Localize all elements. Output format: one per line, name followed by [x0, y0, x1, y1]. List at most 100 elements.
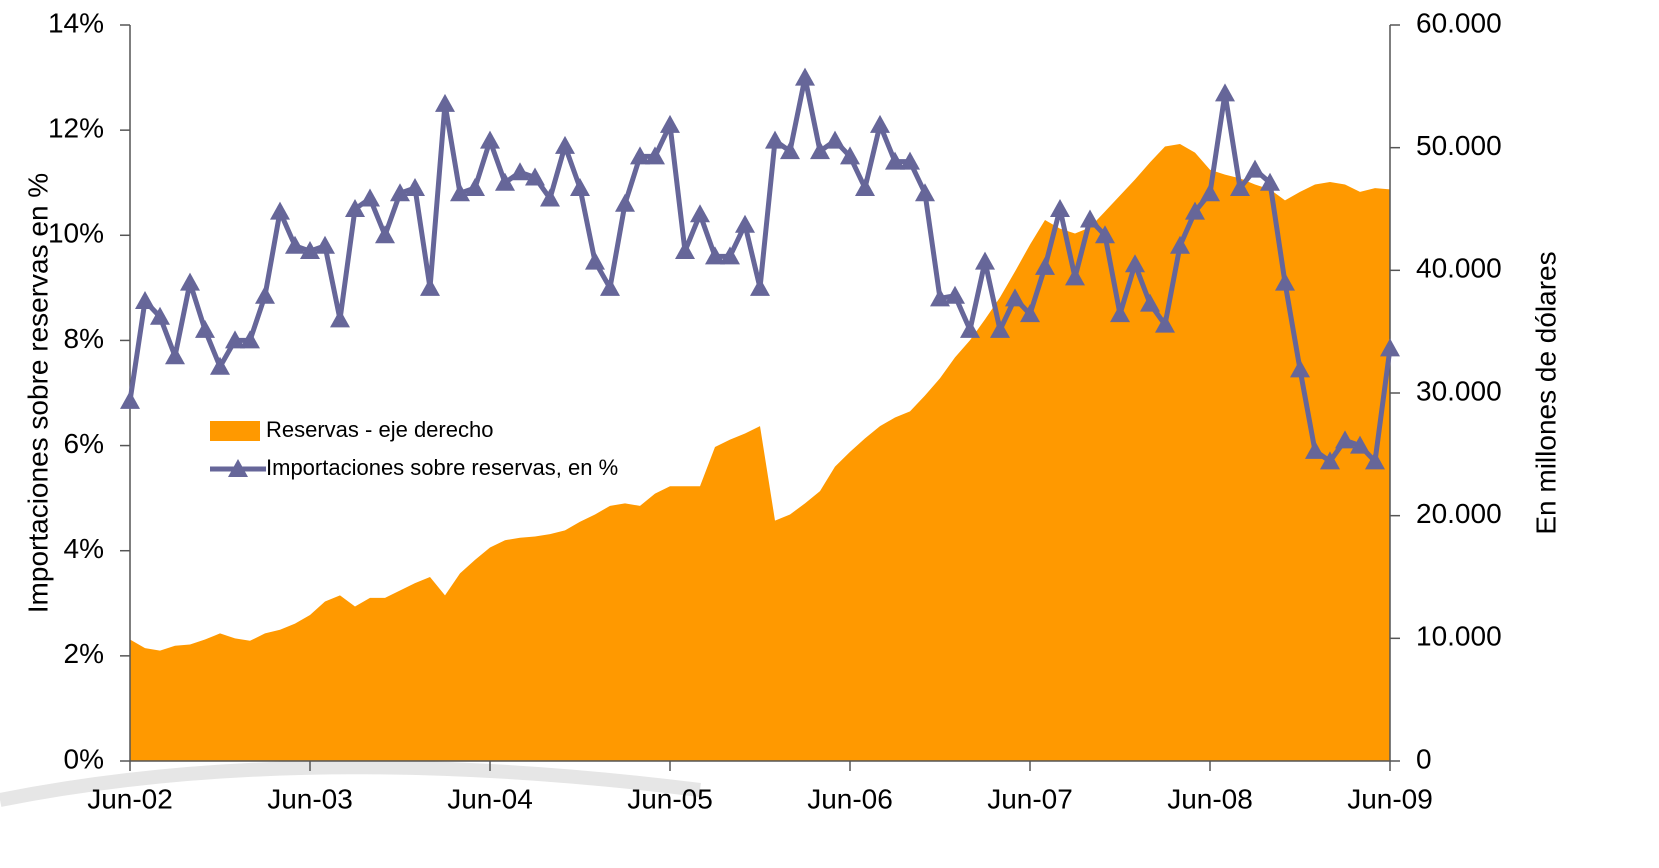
- marker: [450, 183, 470, 202]
- y-tick-label: 14%: [48, 7, 104, 38]
- y2-tick-label: 40.000: [1416, 253, 1502, 284]
- marker: [1095, 225, 1115, 244]
- marker: [525, 167, 545, 186]
- marker: [540, 188, 560, 207]
- marker: [1365, 451, 1385, 470]
- y-tick-label: 2%: [64, 638, 104, 669]
- marker: [360, 188, 380, 207]
- marker: [585, 251, 605, 270]
- marker: [120, 390, 140, 409]
- marker: [405, 177, 425, 196]
- marker: [1335, 430, 1355, 449]
- legend-swatch: [210, 421, 260, 441]
- marker: [990, 319, 1010, 338]
- marker: [1350, 435, 1370, 454]
- marker: [345, 199, 365, 217]
- marker: [1125, 254, 1145, 273]
- x-tick-label: Jun-03: [267, 783, 353, 814]
- marker: [705, 246, 725, 265]
- y-axis-label: Importaciones sobre reservas en %: [22, 173, 53, 613]
- area: [130, 143, 1390, 761]
- marker: [240, 330, 260, 349]
- y-tick-label: 8%: [64, 323, 104, 354]
- marker: [885, 151, 905, 170]
- marker: [1305, 440, 1325, 459]
- marker: [675, 241, 695, 260]
- marker: [375, 225, 395, 244]
- x-tick-label: Jun-08: [1167, 783, 1253, 814]
- y2-tick-label: 20.000: [1416, 498, 1502, 529]
- x-tick-label: Jun-05: [627, 783, 713, 814]
- marker: [870, 114, 890, 133]
- marker: [285, 235, 305, 254]
- marker: [570, 177, 590, 196]
- x-tick-label: Jun-09: [1347, 783, 1433, 814]
- marker: [300, 241, 320, 260]
- marker: [1215, 83, 1235, 102]
- marker: [1020, 304, 1040, 323]
- legend-label: Importaciones sobre reservas, en %: [266, 455, 618, 480]
- y-tick-label: 12%: [48, 113, 104, 144]
- marker: [255, 285, 275, 304]
- marker: [840, 146, 860, 165]
- marker: [1080, 209, 1100, 228]
- marker: [510, 162, 530, 181]
- legend-label: Reservas - eje derecho: [266, 417, 493, 442]
- marker: [1155, 314, 1175, 333]
- marker: [750, 277, 770, 296]
- marker: [960, 319, 980, 338]
- y2-tick-label: 0: [1416, 743, 1432, 774]
- y-tick-label: 6%: [64, 428, 104, 459]
- marker: [1380, 338, 1400, 357]
- marker: [645, 146, 665, 165]
- marker: [600, 277, 620, 296]
- marker: [1140, 293, 1160, 312]
- marker: [435, 93, 455, 112]
- marker: [315, 235, 335, 254]
- marker: [765, 130, 785, 149]
- marker: [135, 291, 155, 309]
- marker: [720, 246, 740, 265]
- marker: [855, 177, 875, 196]
- marker: [480, 130, 500, 149]
- y2-tick-label: 30.000: [1416, 375, 1502, 406]
- marker: [195, 319, 215, 338]
- watermark: [0, 760, 701, 807]
- marker: [180, 272, 200, 291]
- y-tick-label: 0%: [64, 743, 104, 774]
- marker: [810, 141, 830, 160]
- x-tick-label: Jun-02: [87, 783, 173, 814]
- marker: [1320, 451, 1340, 470]
- marker: [780, 141, 800, 160]
- marker: [1245, 159, 1265, 178]
- marker: [330, 309, 350, 328]
- marker: [1005, 288, 1025, 307]
- y2-tick-label: 50.000: [1416, 130, 1502, 161]
- marker: [225, 330, 245, 349]
- marker: [1290, 359, 1310, 378]
- marker: [390, 183, 410, 202]
- y-tick-label: 10%: [48, 218, 104, 249]
- marker: [165, 346, 185, 365]
- marker: [420, 277, 440, 296]
- marker: [1185, 201, 1205, 220]
- marker: [660, 114, 680, 133]
- marker: [1035, 256, 1055, 275]
- marker: [1110, 304, 1130, 323]
- marker: [690, 204, 710, 223]
- marker: [1170, 235, 1190, 254]
- marker: [615, 193, 635, 212]
- y2-tick-label: 10.000: [1416, 621, 1502, 652]
- marker: [1275, 272, 1295, 291]
- x-tick-label: Jun-04: [447, 783, 533, 814]
- x-tick-label: Jun-07: [987, 783, 1073, 814]
- marker: [1230, 177, 1250, 196]
- marker: [915, 183, 935, 202]
- marker: [900, 151, 920, 170]
- y-tick-label: 4%: [64, 533, 104, 564]
- marker: [465, 177, 485, 196]
- marker: [270, 201, 290, 220]
- x-tick-label: Jun-06: [807, 783, 893, 814]
- marker: [825, 130, 845, 149]
